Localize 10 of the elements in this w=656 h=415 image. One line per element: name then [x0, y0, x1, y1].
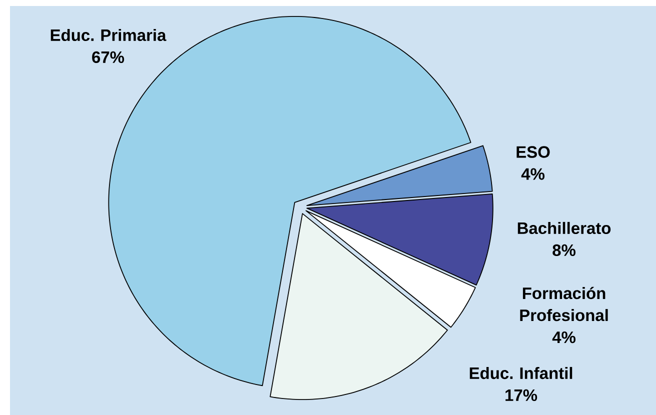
data-label: 67%	[92, 51, 124, 64]
slice-label: Educ. Primaria	[50, 28, 166, 42]
data-label: 4%	[521, 168, 544, 180]
slice-label: Bachillerato	[518, 222, 611, 234]
slice-label: Educ. Infantil	[470, 366, 572, 380]
data-label: 17%	[506, 389, 538, 402]
data-label: 4%	[552, 332, 576, 344]
slice-label: Formación Profesional	[520, 286, 608, 322]
data-label: 8%	[552, 244, 576, 256]
slice-label: ESO	[516, 146, 550, 158]
